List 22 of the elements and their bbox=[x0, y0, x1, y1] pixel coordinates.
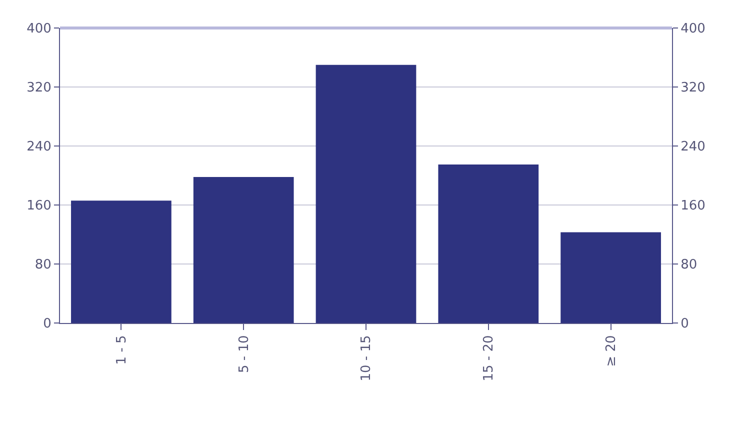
y2-tick-label: 400 bbox=[680, 22, 706, 37]
bar bbox=[193, 176, 294, 323]
bar bbox=[71, 200, 172, 323]
bar bbox=[438, 164, 539, 323]
x-tick-label: 5 - 10 bbox=[236, 335, 252, 373]
y2-tick-label: 0 bbox=[680, 316, 689, 332]
bar bbox=[560, 232, 661, 323]
x-tick-label: 10 - 15 bbox=[359, 335, 374, 382]
x-tick-label: 15 - 20 bbox=[482, 335, 497, 382]
y-tick-label: 400 bbox=[26, 22, 52, 37]
y2-tick-label: 80 bbox=[680, 258, 698, 273]
x-tick-label: 1 - 5 bbox=[114, 335, 130, 365]
y-tick-label: 80 bbox=[34, 258, 52, 273]
y2-tick-label: 160 bbox=[680, 198, 706, 214]
y-tick-label: 240 bbox=[26, 140, 52, 155]
x-tick-label: ≥ 20 bbox=[604, 335, 620, 367]
y-tick-label: 160 bbox=[26, 198, 52, 214]
y-tick-label: 320 bbox=[26, 80, 52, 96]
y2-tick-label: 240 bbox=[680, 140, 706, 155]
bar bbox=[316, 64, 416, 323]
y-tick-label: 0 bbox=[43, 316, 52, 332]
y2-tick-label: 320 bbox=[680, 80, 706, 96]
